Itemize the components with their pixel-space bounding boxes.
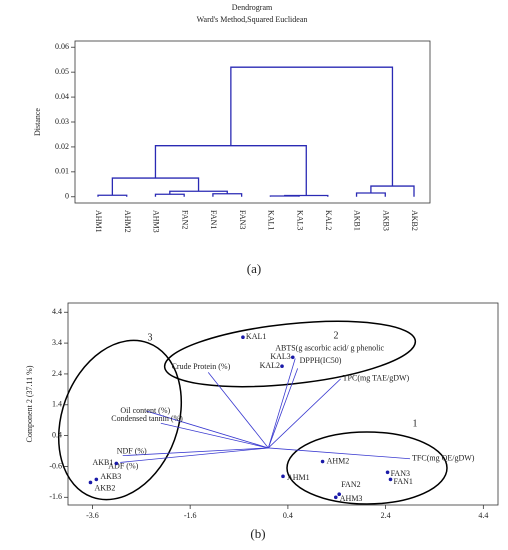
point-label: KAL2: [260, 361, 280, 370]
vector-label: DPPH(IC50): [300, 356, 342, 365]
point-label: AKB1: [92, 458, 113, 467]
y-tick-label: 4.4: [52, 307, 62, 316]
x-tick-label: 4.4: [478, 511, 488, 520]
y-tick-label: 0.01: [55, 167, 69, 176]
loading-vector: [267, 368, 299, 449]
x-tick-label: -1.6: [184, 511, 197, 520]
vector-label: NDF (%): [117, 446, 147, 455]
score-point: [333, 495, 338, 500]
y-tick-label: 0.04: [55, 92, 69, 101]
score-point: [385, 470, 390, 475]
score-point: [290, 355, 295, 360]
point-label: AKB2: [94, 483, 115, 492]
cluster-ellipse: [163, 320, 417, 388]
loading-vector: [268, 447, 411, 460]
score-point: [320, 459, 325, 464]
leaf-label: AHM2: [123, 210, 132, 233]
score-point: [94, 477, 99, 482]
y-tick-label: 0.05: [55, 67, 69, 76]
point-label: FAN2: [341, 480, 360, 489]
chart-subtitle: Ward's Method,Squared Euclidean: [197, 15, 308, 24]
leaf-label: FAN1: [209, 210, 218, 229]
y-tick-label: 2.4: [52, 369, 62, 378]
point-label: AKB3: [100, 472, 121, 481]
score-point: [337, 492, 341, 497]
point-label: KAL1: [246, 332, 266, 341]
leaf-label: KAL1: [267, 210, 276, 230]
y-tick-label: 0: [65, 192, 69, 201]
dendrogram-link: [97, 194, 128, 197]
score-point: [281, 474, 285, 479]
score-point: [114, 461, 119, 466]
vector-label: Crude Protein (%): [172, 362, 231, 371]
y-tick-label: 1.4: [52, 400, 62, 409]
score-point: [388, 477, 393, 482]
score-point: [241, 335, 245, 340]
point-label: KAL3: [270, 352, 290, 361]
chart-title: Dendrogram: [232, 3, 273, 12]
point-label: AHM1: [287, 473, 310, 482]
x-tick-label: 0.4: [283, 511, 293, 520]
leaf-label: FAN3: [238, 210, 247, 229]
y-tick-label: 3.4: [52, 338, 62, 347]
cluster-label: 1: [413, 418, 418, 429]
y-tick-label: 0.03: [55, 117, 69, 126]
point-label: FAN3: [391, 469, 410, 478]
point-label: AHM3: [340, 494, 363, 503]
y-tick-label: -1.6: [49, 492, 62, 501]
y-tick-label: 0.06: [55, 42, 69, 51]
leaf-label: AHM3: [152, 210, 161, 233]
y-tick-label: -0.6: [49, 461, 62, 470]
loading-vector: [268, 378, 341, 449]
vector-label: ABTS(g ascorbic acid/ g phenolic: [275, 343, 384, 352]
leaf-label: KAL2: [324, 210, 333, 230]
point-label: AHM2: [327, 456, 350, 465]
loading-vector: [267, 358, 296, 449]
loading-vector: [146, 410, 269, 449]
x-tick-label: 2.4: [381, 511, 391, 520]
y-axis-label: Component 2 (37.11 %): [25, 365, 34, 442]
cluster-label: 2: [334, 330, 339, 341]
leaf-label: AKB2: [410, 210, 419, 231]
y-axis-label: Distance: [33, 108, 42, 136]
dendrogram-link: [230, 66, 394, 187]
leaf-label: AKB3: [381, 210, 390, 231]
score-point: [280, 364, 284, 369]
panel-label: (b): [250, 526, 265, 541]
cluster-label: 3: [148, 332, 153, 343]
vector-label: TPC(mg TAE/gDW): [343, 374, 410, 383]
vector-label: ADF (%): [108, 461, 138, 470]
dendrogram-link: [154, 193, 185, 197]
cluster-ellipse: [286, 431, 448, 505]
cluster-ellipse: [57, 339, 183, 501]
leaf-label: KAL3: [295, 210, 304, 230]
loading-vector: [207, 372, 269, 449]
x-tick-label: -3.6: [86, 511, 99, 520]
dendrogram-link: [154, 145, 307, 196]
leaf-label: AHM1: [94, 210, 103, 233]
vector-label: Oil content (%): [120, 406, 170, 415]
point-label: FAN1: [394, 477, 413, 486]
dendrogram-link: [370, 185, 415, 197]
score-point: [88, 480, 93, 485]
loading-vector: [160, 422, 269, 449]
dendrogram-link: [212, 193, 243, 197]
dendrogram-link: [355, 192, 386, 197]
loading-vector: [122, 447, 269, 457]
y-tick-label: 0.4: [52, 430, 62, 439]
plot-frame: [67, 302, 499, 506]
loading-vector: [120, 447, 269, 463]
dendrogram-link: [111, 177, 200, 196]
y-tick-label: 0.02: [55, 142, 69, 151]
leaf-label: AKB1: [353, 210, 362, 231]
vector-label: TFC(mg QE/gDW): [412, 454, 475, 463]
vector-label: Condensed tannin (%): [111, 414, 183, 423]
leaf-label: FAN2: [180, 210, 189, 229]
panel-label: (a): [247, 261, 261, 276]
